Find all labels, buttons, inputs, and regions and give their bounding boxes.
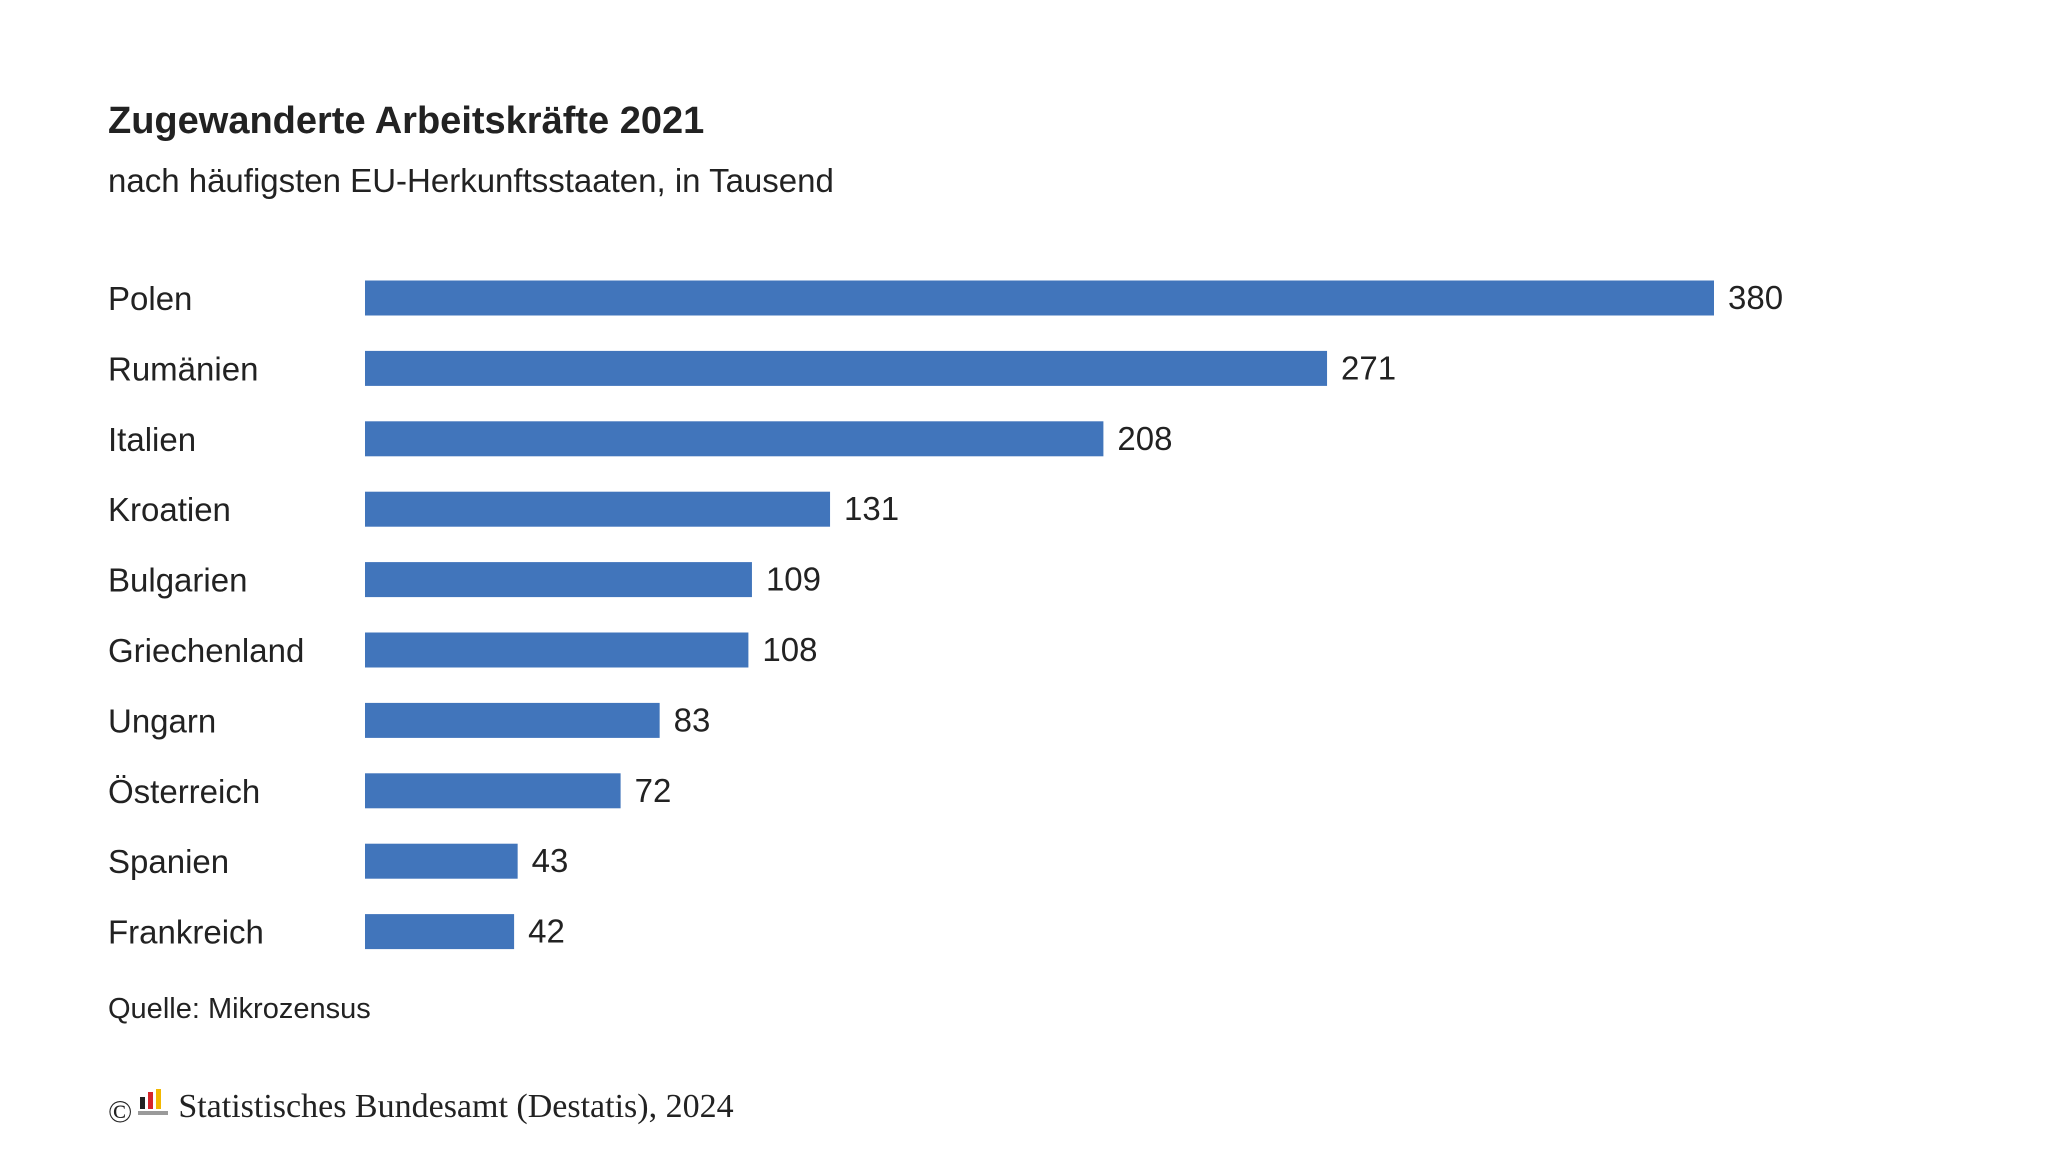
- destatis-logo-icon: [138, 1086, 169, 1124]
- footer-text: Statistisches Bundesamt (Destatis), 2024: [178, 1088, 734, 1125]
- category-label: Frankreich: [108, 914, 264, 951]
- bar: [365, 280, 1714, 316]
- value-label: 208: [1117, 420, 1172, 457]
- bar: [365, 562, 752, 598]
- bar: [365, 914, 515, 950]
- bar: [365, 843, 518, 879]
- bar-chart: Polen 380 Rumänien 271 Italien 208 Kroatien 131…: [108, 279, 1783, 951]
- chart-title: Zugewanderte Arbeitskräfte 2021: [108, 100, 705, 142]
- category-label: Polen: [108, 280, 192, 317]
- value-label: 43: [532, 842, 569, 879]
- bar: [365, 632, 749, 668]
- category-label: Österreich: [108, 773, 260, 810]
- value-label: 42: [528, 913, 565, 950]
- value-label: 72: [635, 772, 672, 809]
- bar: [365, 773, 621, 809]
- source-note: Quelle: Mikrozensus: [108, 993, 371, 1025]
- category-label: Ungarn: [108, 702, 216, 739]
- category-label: Spanien: [108, 843, 229, 880]
- footer: © Statistisches Bundesamt (Destatis), 20…: [108, 1086, 734, 1129]
- bar: [365, 421, 1104, 457]
- bar: [365, 491, 831, 527]
- value-label: 131: [844, 490, 899, 527]
- bar: [365, 350, 1328, 386]
- value-label: 83: [674, 701, 711, 738]
- category-label: Italien: [108, 421, 196, 458]
- copyright-symbol: ©: [108, 1092, 133, 1129]
- chart-subtitle: nach häufigsten EU-Herkunftsstaaten, in …: [108, 162, 834, 199]
- category-label: Bulgarien: [108, 562, 247, 599]
- value-label: 108: [762, 631, 817, 668]
- category-label: Kroatien: [108, 491, 231, 528]
- category-label: Griechenland: [108, 632, 304, 669]
- value-label: 380: [1728, 279, 1783, 316]
- value-label: 271: [1341, 349, 1396, 386]
- bar: [365, 702, 660, 738]
- category-label: Rumänien: [108, 350, 258, 387]
- value-label: 109: [766, 561, 821, 598]
